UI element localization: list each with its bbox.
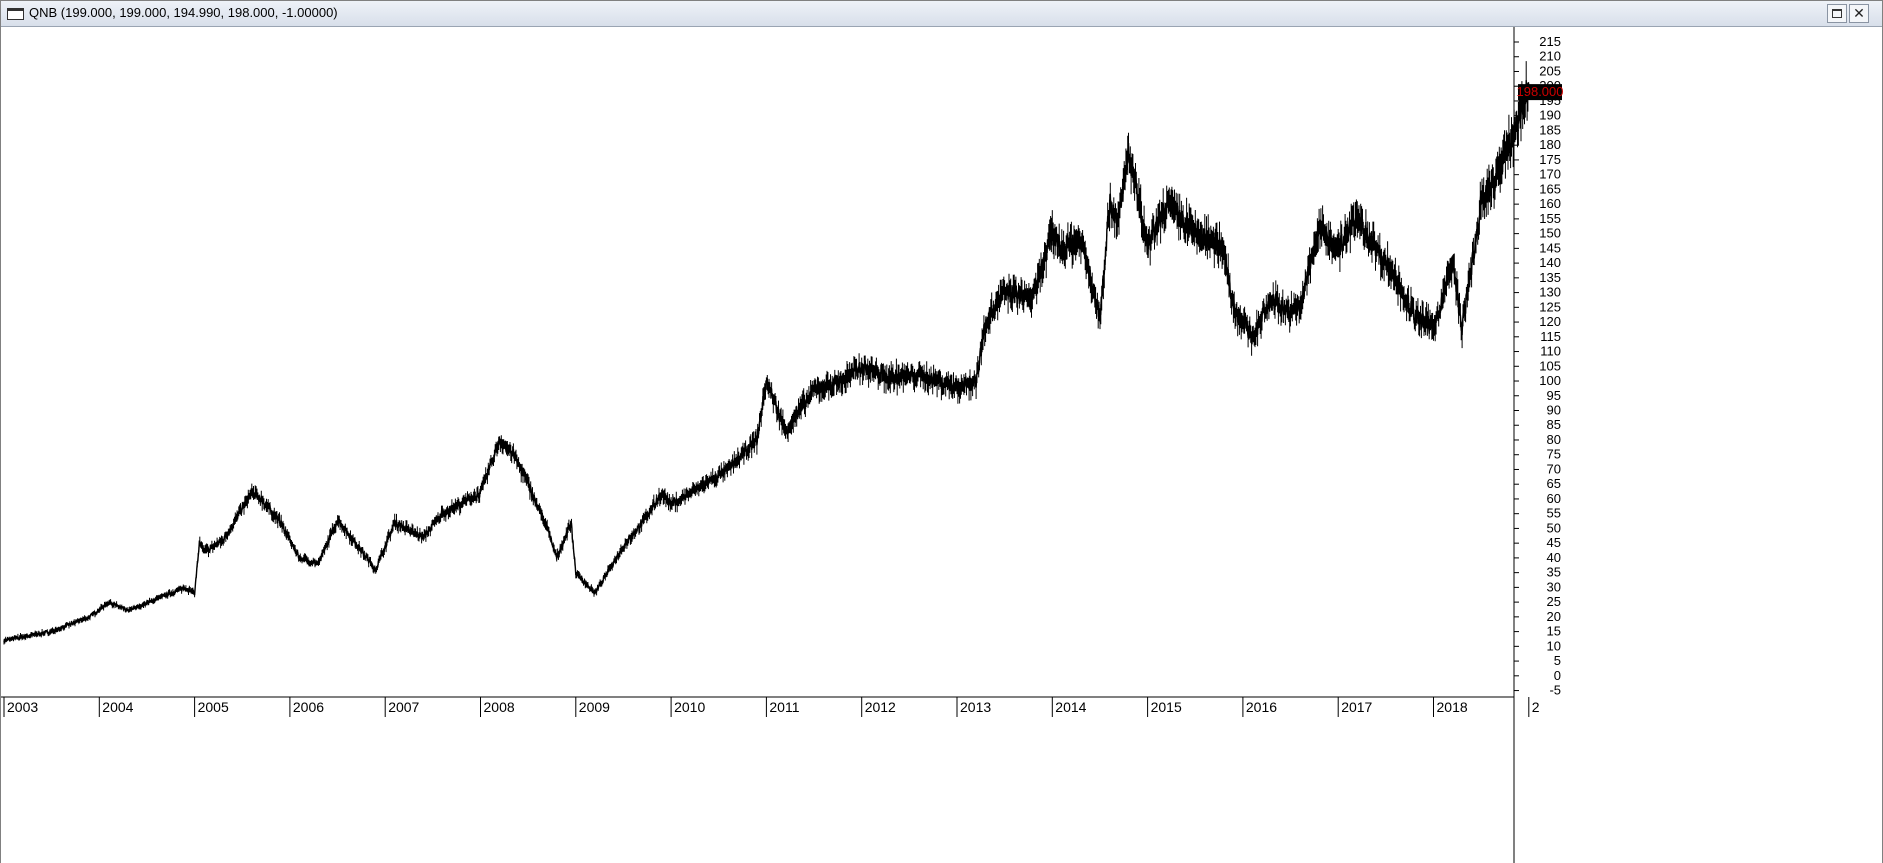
- y-tick-label: 65: [1547, 476, 1561, 491]
- close-icon: ✕: [1853, 5, 1865, 21]
- close-button[interactable]: ✕: [1849, 4, 1869, 23]
- x-tick-label: 2004: [102, 699, 133, 715]
- y-tick-label: 80: [1547, 432, 1561, 447]
- x-tick-label: 2016: [1246, 699, 1277, 715]
- price-bars: [3, 61, 1530, 645]
- title-bar[interactable]: QNB (199.000, 199.000, 194.990, 198.000,…: [1, 1, 1882, 27]
- y-tick-label: 110: [1540, 344, 1561, 359]
- x-tick-label: 2009: [579, 699, 610, 715]
- y-tick-label: 70: [1547, 461, 1561, 476]
- y-tick-label: 170: [1539, 167, 1561, 182]
- y-tick-label: 190: [1539, 108, 1561, 123]
- window-title: QNB (199.000, 199.000, 194.990, 198.000,…: [29, 5, 338, 20]
- y-tick-label: 130: [1539, 285, 1561, 300]
- x-tick-label: 2007: [388, 699, 419, 715]
- y-tick-label: 140: [1539, 255, 1561, 270]
- y-tick-label: -5: [1549, 683, 1561, 698]
- y-tick-label: 150: [1539, 226, 1561, 241]
- y-tick-label: 45: [1547, 535, 1561, 550]
- maximize-button[interactable]: [1827, 4, 1847, 23]
- y-tick-label: 135: [1539, 270, 1561, 285]
- y-tick-label: 55: [1547, 506, 1561, 521]
- y-tick-label: 95: [1547, 388, 1561, 403]
- y-tick-label: 120: [1539, 314, 1561, 329]
- y-tick-label: 165: [1539, 181, 1561, 196]
- y-tick-label: 0: [1554, 668, 1561, 683]
- chart-background: [1, 27, 1882, 863]
- y-tick-label: 115: [1540, 329, 1561, 344]
- y-tick-label: 145: [1539, 240, 1561, 255]
- x-tick-label: 2005: [198, 699, 229, 715]
- x-tick-label: 2006: [293, 699, 324, 715]
- maximize-icon: [1832, 9, 1842, 18]
- y-tick-label: 125: [1539, 299, 1561, 314]
- y-tick-label: 50: [1547, 520, 1561, 535]
- last-value-badge: [1518, 84, 1562, 101]
- x-tick-label: 2014: [1055, 699, 1086, 715]
- y-tick-label: 90: [1547, 403, 1561, 418]
- y-tick-label: 20: [1547, 609, 1561, 624]
- x-tick-label: 2: [1532, 699, 1540, 715]
- y-tick-label: 35: [1547, 565, 1561, 580]
- axes: -505101520253035404550556065707580859095…: [1, 27, 1564, 863]
- x-tick-label: 2012: [865, 699, 896, 715]
- x-tick-label: 2008: [484, 699, 515, 715]
- x-tick-label: 2011: [769, 699, 799, 715]
- x-tick-label: 2018: [1437, 699, 1468, 715]
- y-tick-label: 10: [1547, 638, 1561, 653]
- x-tick-label: 2010: [674, 699, 705, 715]
- y-tick-label: 40: [1547, 550, 1561, 565]
- price-chart[interactable]: -505101520253035404550556065707580859095…: [1, 27, 1882, 863]
- y-tick-label: 5: [1554, 653, 1561, 668]
- plot-area: [3, 61, 1530, 645]
- y-tick-label: 175: [1539, 152, 1561, 167]
- y-tick-label: 210: [1539, 49, 1561, 64]
- y-tick-label: 30: [1547, 579, 1561, 594]
- y-tick-label: 105: [1539, 358, 1561, 373]
- y-tick-label: 25: [1547, 594, 1561, 609]
- y-tick-label: 205: [1539, 63, 1561, 78]
- x-tick-label: 2017: [1341, 699, 1372, 715]
- y-tick-label: 15: [1547, 624, 1561, 639]
- y-tick-label: 75: [1547, 447, 1561, 462]
- y-tick-label: 60: [1547, 491, 1561, 506]
- y-tick-label: 160: [1539, 196, 1561, 211]
- y-tick-label: 85: [1547, 417, 1561, 432]
- y-tick-label: 100: [1539, 373, 1561, 388]
- x-tick-label: 2003: [7, 699, 38, 715]
- y-tick-label: 185: [1539, 122, 1561, 137]
- x-tick-label: 2015: [1151, 699, 1182, 715]
- y-tick-label: 180: [1539, 137, 1561, 152]
- y-tick-label: 215: [1539, 34, 1561, 49]
- chart-window-icon[interactable]: [7, 8, 24, 20]
- last-value-label: 198.000: [1517, 84, 1564, 99]
- x-tick-label: 2013: [960, 699, 991, 715]
- y-tick-label: 155: [1539, 211, 1561, 226]
